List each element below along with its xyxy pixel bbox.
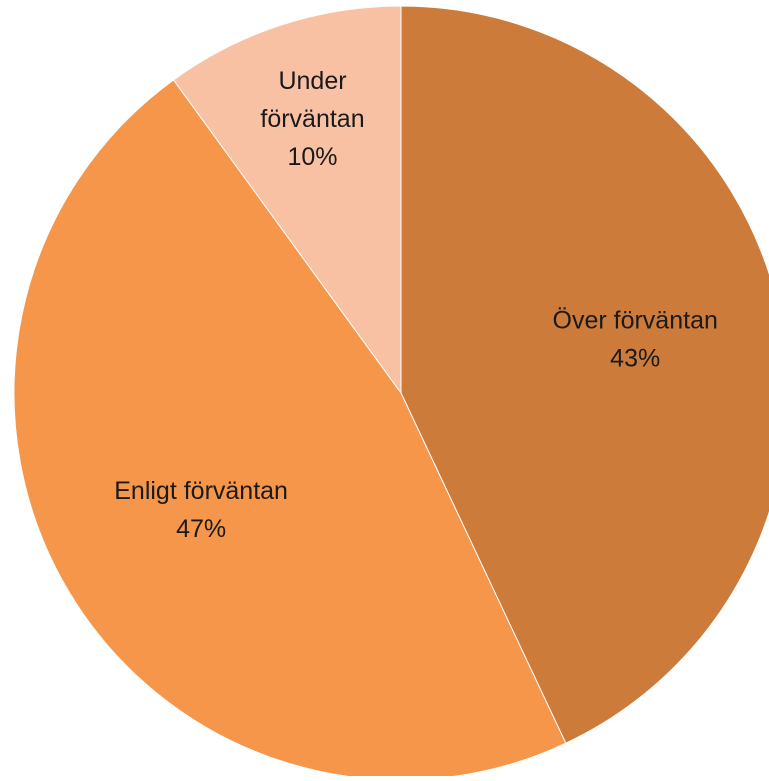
pie-slice-0 [400, 5, 769, 744]
pie-label-2: Under förväntan 10% [260, 67, 364, 171]
pie-label-category: Över förväntan [553, 306, 718, 334]
pie-label-1: Enligt förväntan 47% [114, 477, 288, 543]
pie-slice-2 [172, 5, 402, 395]
pie-label-category: Under [278, 67, 346, 95]
pie-label-percent: 10% [287, 143, 337, 171]
pie-label-percent: 43% [610, 344, 660, 372]
pie-label-category: förväntan [260, 105, 364, 133]
pie-slices [13, 5, 769, 781]
pie-label-percent: 47% [176, 515, 226, 543]
pie-label-0: Över förväntan 43% [553, 306, 718, 372]
pie-label-category: Enligt förväntan [114, 477, 288, 505]
pie-data-labels: Över förväntan 43% Enligt förväntan 47% Unde… [114, 67, 718, 543]
